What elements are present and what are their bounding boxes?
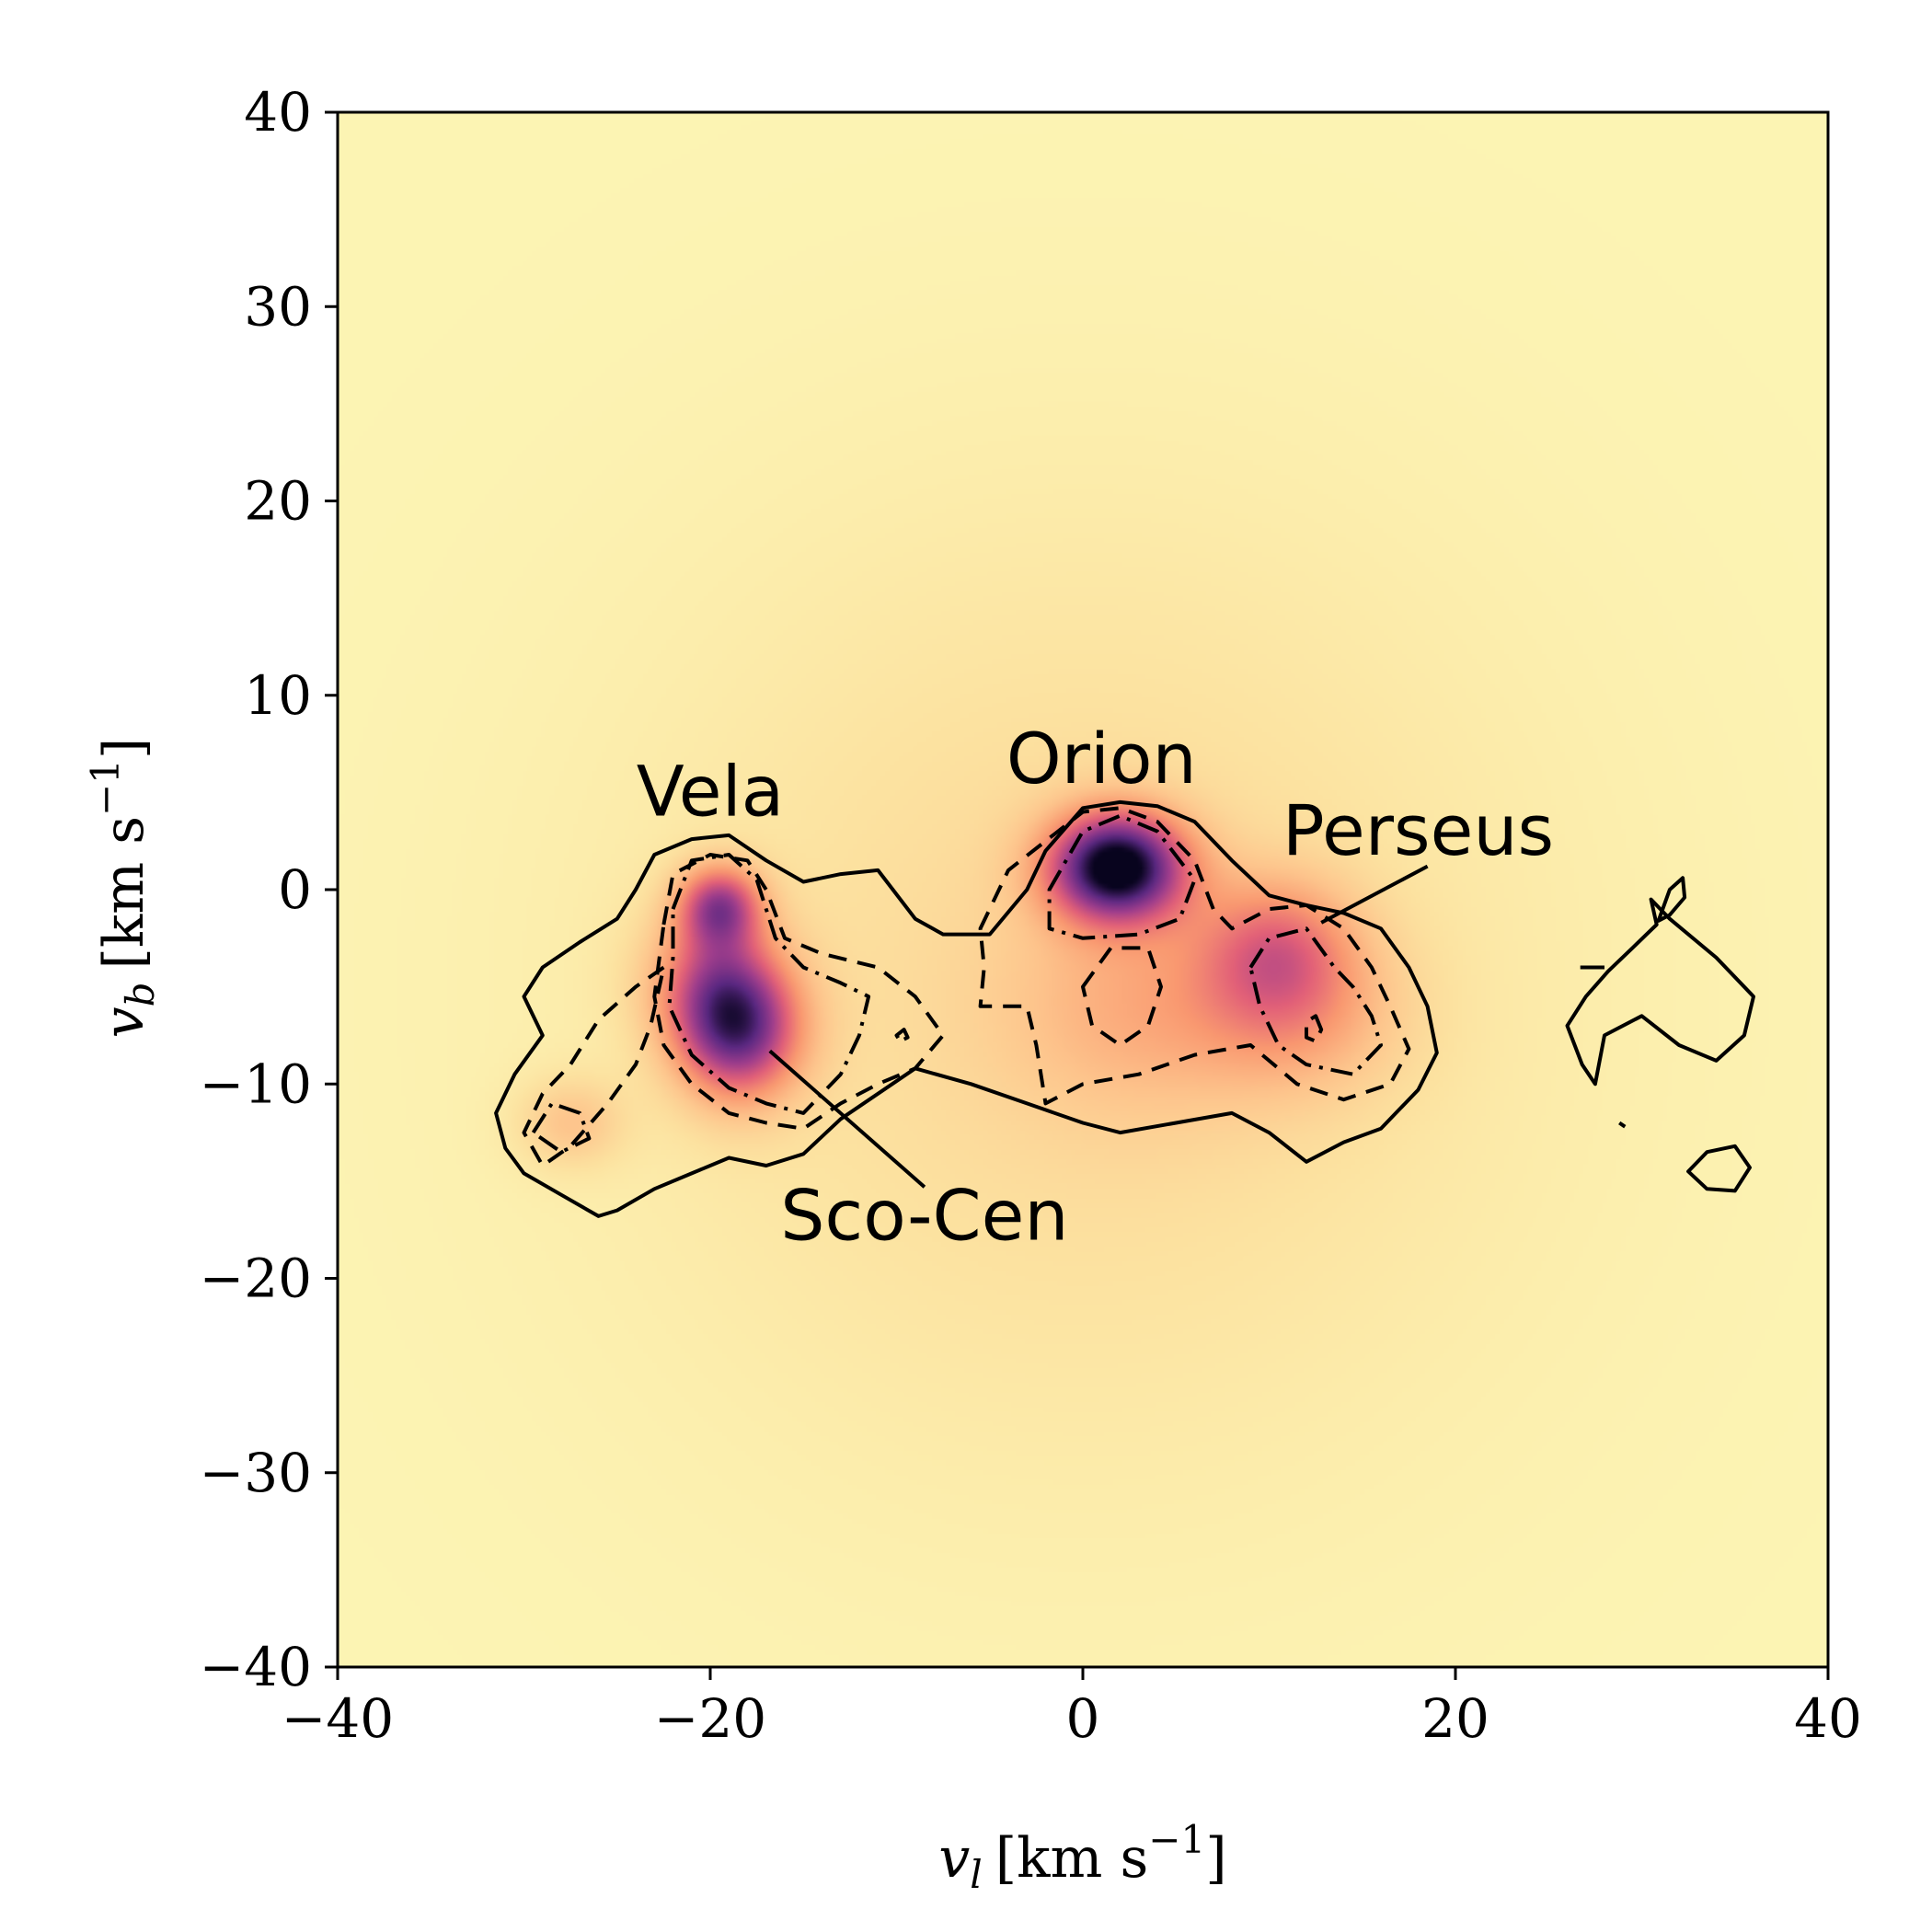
density-heatmap (338, 112, 1828, 1667)
contour-solid (1656, 876, 1687, 923)
x-tick-label: 0 (1066, 1687, 1100, 1750)
y-axis-label-symbol: v (92, 1006, 156, 1038)
y-axis-label-close: ] (92, 738, 156, 759)
x-tick-label: −20 (654, 1687, 766, 1750)
x-tick-label: 40 (1794, 1687, 1862, 1750)
plot-area: Vela Orion Perseus Sco-Cen (336, 110, 1830, 1669)
contour-solid (1565, 897, 1755, 1087)
annotation-pointer (768, 1049, 926, 1189)
contour-dashed (978, 806, 1411, 1106)
x-axis-label-symbol: v (938, 1826, 970, 1891)
y-tick-label: 40 (244, 81, 312, 144)
y-tick-label: 10 (244, 664, 312, 727)
y-tick-label: 0 (278, 858, 312, 921)
y-tick-label: −20 (200, 1248, 312, 1310)
annotation-pointer (1320, 864, 1429, 925)
x-axis-label-exponent: −1 (1148, 1817, 1205, 1862)
x-tick-label: 20 (1421, 1687, 1489, 1750)
y-tick-label: −10 (200, 1052, 312, 1115)
annotation-perseus: Perseus (1282, 789, 1554, 871)
contour-dashdot (531, 1101, 592, 1155)
y-axis-label-unit: [km s (92, 816, 156, 970)
y-axis: −40 −30 −20 −10 0 10 20 30 40 (200, 81, 338, 1698)
contour-solid (1686, 1144, 1752, 1193)
y-axis-label: vb [km s−1] (83, 738, 163, 1039)
contour-dashdot (667, 853, 871, 1115)
y-tick-label: 20 (244, 470, 312, 533)
contour-dashdot (1047, 813, 1197, 940)
x-axis-label-subscript: l (970, 1852, 982, 1897)
y-tick-label: −30 (200, 1442, 312, 1504)
y-axis-label-exponent: −1 (83, 759, 128, 816)
contour-dashdot (894, 1028, 910, 1043)
y-axis-label-subscript: b (118, 983, 163, 1007)
annotation-sco-cen: Sco-Cen (780, 1174, 1068, 1256)
y-tick-label: −40 (200, 1636, 312, 1698)
x-tick-label: −40 (282, 1687, 394, 1750)
annotation-orion: Orion (1006, 718, 1197, 799)
contour-solid (494, 799, 1439, 1218)
contour-solid (1618, 1121, 1627, 1129)
x-axis-label: vl [km s−1] (938, 1817, 1226, 1897)
contour-dashdot (1248, 926, 1383, 1076)
x-axis-label-close: ] (1205, 1826, 1226, 1891)
x-axis-label-unit: [km s (995, 1826, 1149, 1891)
x-axis: −40 −20 0 20 40 (282, 1667, 1862, 1750)
y-tick-label: 30 (244, 275, 312, 338)
annotation-vela: Vela (637, 751, 785, 833)
contour-dashed (1305, 1014, 1324, 1043)
